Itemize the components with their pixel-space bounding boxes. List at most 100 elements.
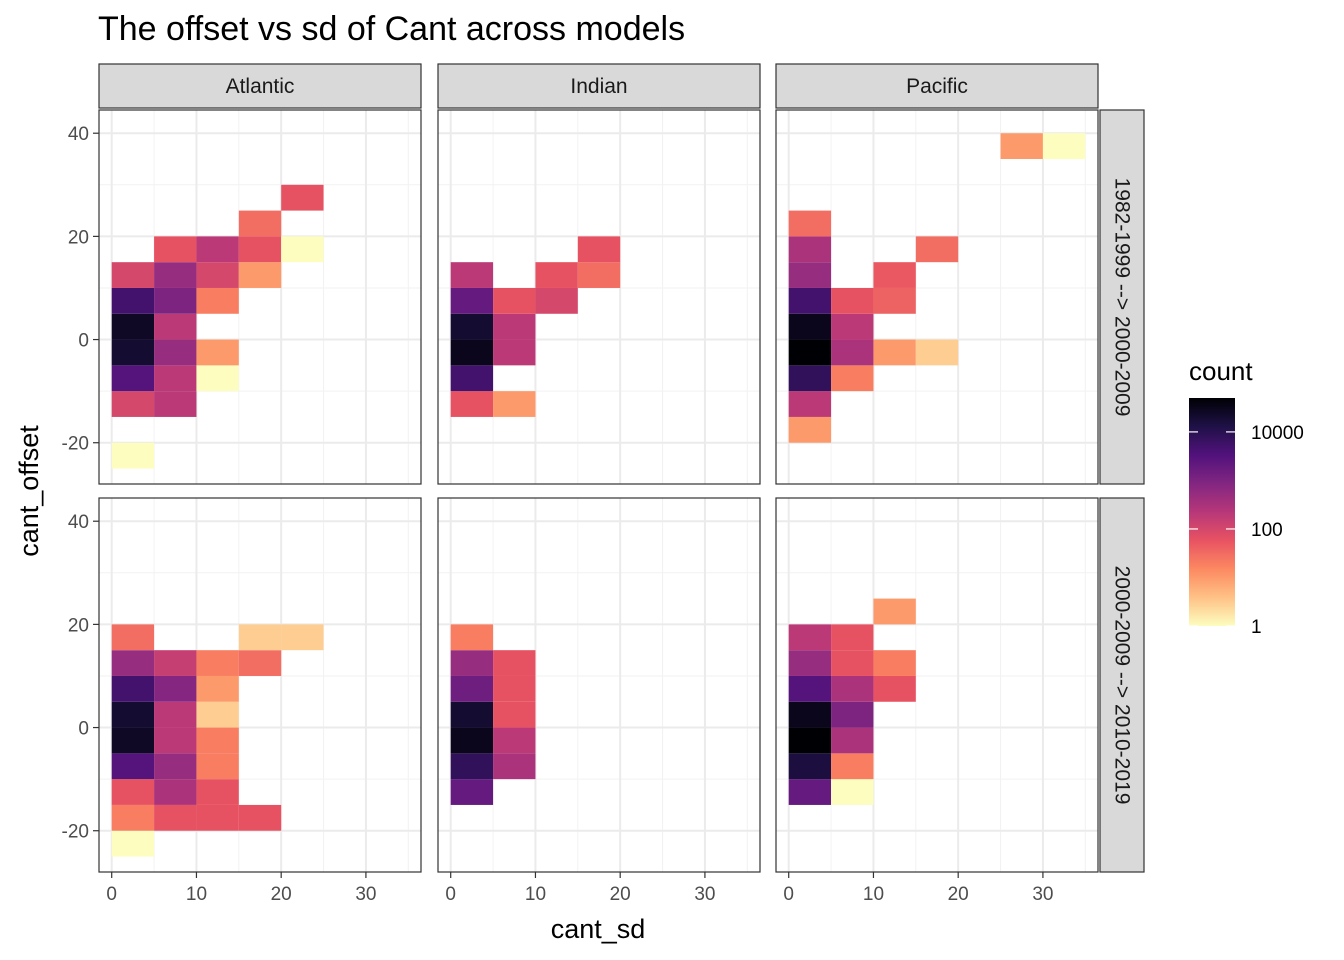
facet-panels: Atlantic Indian Pacific 1982-1999 --> 2000-… <box>62 63 1145 905</box>
heatmap-cell <box>873 598 916 625</box>
panel-border <box>437 109 761 485</box>
heatmap-cell <box>1042 133 1086 160</box>
heatmap-cell <box>788 753 832 780</box>
heatmap-cell <box>154 313 197 340</box>
heatmap-cell <box>196 365 239 392</box>
heatmap-cell <box>196 650 239 676</box>
heatmap-cell <box>493 391 536 417</box>
panel-border <box>775 109 1099 485</box>
column-strip-label: Atlantic <box>226 75 295 98</box>
x-tick-label: 30 <box>355 884 376 905</box>
heatmap-cell <box>238 624 282 651</box>
facet-panel <box>437 109 761 485</box>
x-tick-label: 30 <box>694 884 715 905</box>
heatmap-cell <box>154 391 197 417</box>
heatmap-cell <box>154 727 197 754</box>
heatmap-cell <box>493 727 536 754</box>
heatmap-cell <box>196 236 239 263</box>
heatmap-cell <box>196 753 239 780</box>
heatmap-cell <box>831 650 874 676</box>
heatmap-cell <box>788 236 832 263</box>
heatmap-cell <box>788 339 832 366</box>
column-strip-label: Indian <box>570 75 627 98</box>
heatmap-cell <box>238 804 282 831</box>
heatmap-cell <box>831 313 874 340</box>
heatmap-cell <box>111 650 155 676</box>
x-tick-label: 30 <box>1032 884 1053 905</box>
heatmap-cell <box>788 701 832 728</box>
heatmap-cell <box>154 339 197 366</box>
heatmap-cell <box>154 236 197 263</box>
heatmap-cell <box>493 287 536 314</box>
facet-strip-indian: Indian <box>437 63 761 109</box>
row-strip-label: 2000-2009 --> 2010-2019 <box>1111 566 1134 805</box>
heatmap-cell <box>111 753 155 780</box>
facet-panel <box>775 497 1099 873</box>
heatmap-cell <box>873 675 916 702</box>
row-strip-label: 1982-1999 --> 2000-2009 <box>1111 178 1134 417</box>
heatmap-cell <box>450 262 494 288</box>
heatmap-cell <box>111 391 155 417</box>
heatmap-cell <box>788 391 832 417</box>
heatmap-cell <box>111 675 155 702</box>
heatmap-cell <box>111 779 155 805</box>
heatmap-cell <box>196 779 239 805</box>
heatmap-cell <box>831 339 874 366</box>
heatmap-cell <box>831 624 874 651</box>
strip-background <box>1099 497 1145 873</box>
y-tick-label: 40 <box>68 512 89 533</box>
y-tick-label: -20 <box>62 434 89 455</box>
heatmap-cell <box>535 262 578 288</box>
heatmap-cell <box>238 262 282 288</box>
heatmap-cell <box>493 313 536 340</box>
facet-strip-pacific: Pacific <box>775 63 1099 109</box>
heatmap-cell <box>154 753 197 780</box>
heatmap-cell <box>154 287 197 314</box>
heatmap-cell <box>450 624 494 651</box>
heatmap-cell <box>450 650 494 676</box>
heatmap-cell <box>154 779 197 805</box>
heatmap-cell <box>196 701 239 728</box>
heatmap-cell <box>493 701 536 728</box>
y-tick-label: 40 <box>68 124 89 145</box>
x-tick-label: 20 <box>271 884 292 905</box>
heatmap-cell <box>577 262 621 288</box>
facet-strip-atlantic: Atlantic <box>98 63 422 109</box>
x-tick-label: 10 <box>186 884 207 905</box>
legend-break-label: 100 <box>1251 520 1283 541</box>
x-tick-label: 10 <box>863 884 884 905</box>
heatmap-cell <box>154 804 197 831</box>
legend-title: count <box>1189 356 1253 386</box>
heatmap-cell <box>154 365 197 392</box>
facet-strip-row: 1982-1999 --> 2000-2009 <box>1099 109 1145 485</box>
heatmap-cell <box>831 779 874 805</box>
heatmap-cell <box>238 236 282 263</box>
heatmap-cell <box>450 287 494 314</box>
heatmap-cell <box>450 701 494 728</box>
heatmap-cell <box>450 753 494 780</box>
x-tick-label: 0 <box>445 884 456 905</box>
x-axis-title: cant_sd <box>551 914 646 944</box>
facet-panel <box>98 109 422 485</box>
legend-colorbar <box>1189 398 1235 626</box>
heatmap-cell <box>196 262 239 288</box>
heatmap-cell <box>873 339 916 366</box>
panel-border <box>437 497 761 873</box>
panel-border <box>98 109 422 485</box>
heatmap-cell <box>493 753 536 780</box>
heatmap-cell <box>788 727 832 754</box>
panel-border <box>98 497 422 873</box>
heatmap-cell <box>111 830 155 857</box>
heatmap-cell <box>535 287 578 314</box>
heatmap-cell <box>493 650 536 676</box>
heatmap-cell <box>111 365 155 392</box>
heatmap-cell <box>196 804 239 831</box>
heatmap-cell <box>831 287 874 314</box>
strip-background <box>1099 109 1145 485</box>
heatmap-cell <box>450 675 494 702</box>
heatmap-cell <box>831 727 874 754</box>
heatmap-cell <box>111 339 155 366</box>
x-tick-label: 20 <box>948 884 969 905</box>
heatmap-cell <box>873 287 916 314</box>
